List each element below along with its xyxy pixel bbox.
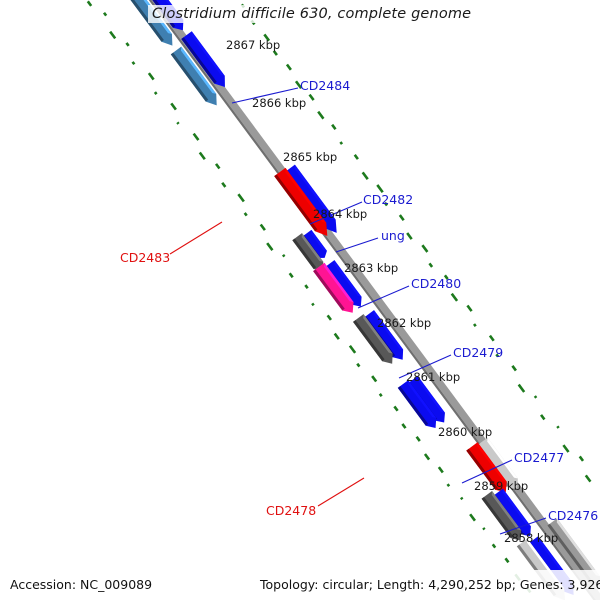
tick-label-2859: 2859 kbp (474, 479, 529, 493)
leader-line-cd2479 (398, 354, 452, 379)
gene-label-cd2483[interactable]: CD2483 (120, 250, 171, 265)
tick-label-2862: 2862 kbp (377, 316, 432, 330)
leader-line-ung (335, 237, 379, 253)
leader-line-cd2476 (499, 517, 547, 535)
gene-label-cd2478[interactable]: CD2478 (266, 503, 317, 518)
status-bar: Accession: NC_009089 Topology: circular;… (0, 570, 600, 600)
gene-cd2484-b[interactable] (170, 46, 217, 106)
gene-blue-top-3[interactable] (181, 31, 225, 88)
gene-label-cd2482[interactable]: CD2482 (363, 192, 414, 207)
gene-label-cd2479[interactable]: CD2479 (453, 345, 504, 360)
leader-line-cd2480 (357, 285, 410, 309)
tick-label-2858: 2858 kbp (504, 531, 559, 545)
gene-label-cd2480[interactable]: CD2480 (411, 276, 462, 291)
tick-label-2863: 2863 kbp (344, 261, 399, 275)
tick-label-2866: 2866 kbp (252, 96, 307, 110)
gene-ung-magenta[interactable] (313, 262, 354, 313)
gene-cd2478-red[interactable] (466, 442, 507, 493)
gene-cd2483-red[interactable] (274, 167, 328, 237)
tick-label-2865: 2865 kbp (283, 150, 338, 164)
leader-line-cd2478 (317, 477, 365, 507)
tick-label-2860: 2860 kbp (438, 425, 493, 439)
gene-cd2482-gray[interactable] (292, 233, 324, 271)
gene-label-cd2477[interactable]: CD2477 (514, 450, 565, 465)
tick-label-2861: 2861 kbp (406, 370, 461, 384)
inner-gc-track (240, 3, 592, 483)
gene-cd2479-b[interactable] (397, 380, 437, 428)
gene-cd2477-gray[interactable] (481, 491, 522, 541)
page-title: Clostridium difficile 630, complete geno… (148, 5, 476, 23)
gene-cd2480-gray[interactable] (353, 314, 393, 364)
gene-label-ung[interactable]: ung (381, 228, 405, 243)
gene-label-cd2484[interactable]: CD2484 (300, 78, 351, 93)
leader-line-cd2483 (169, 221, 223, 255)
status-accession: Accession: NC_009089 (10, 577, 153, 592)
tick-label-2864: 2864 kbp (313, 207, 368, 221)
leader-line-cd2477 (461, 459, 513, 484)
outer-gc-track (86, 0, 532, 594)
leader-line-cd2484 (231, 87, 299, 104)
tick-label-2867: 2867 kbp (226, 38, 281, 52)
status-topology: Topology: circular; Length: 4,290,252 bp… (260, 577, 600, 592)
leader-line-cd2482 (309, 201, 363, 225)
gene-label-cd2476[interactable]: CD2476 (548, 508, 599, 523)
